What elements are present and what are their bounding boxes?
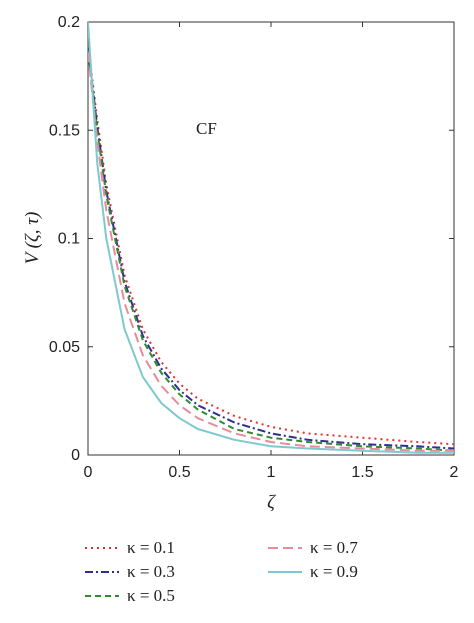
legend-label-4: κ = 0.7 [310,538,358,557]
x-axis-title: ζ [267,492,276,513]
x-axis-ticks: 0 0.5 1 1.5 2 [84,22,459,481]
x-tick-label: 1.5 [351,464,373,481]
y-axis-title: V (ζ, τ) [22,212,43,265]
series-line-5 [88,22,454,454]
y-axis-ticks: 0 0.05 0.1 0.15 0.2 [49,14,454,464]
series-line-4 [88,52,454,452]
y-tick-label: 0.2 [58,14,80,31]
y-tick-label: 0 [71,447,80,464]
legend-label-2: κ = 0.3 [127,562,175,581]
annotation-label: CF [196,119,217,138]
x-tick-label: 1 [267,464,276,481]
y-tick-label: 0.05 [49,339,80,356]
series-line-3 [88,49,454,452]
x-tick-label: 0 [84,464,93,481]
x-tick-label: 2 [450,464,459,481]
legend: κ = 0.1 κ = 0.3 κ = 0.5 κ = 0.7 κ = 0.9 [85,538,358,605]
y-tick-label: 0.1 [58,231,80,248]
x-tick-label: 0.5 [168,464,190,481]
y-tick-label: 0.15 [49,122,80,139]
legend-label-5: κ = 0.9 [310,562,358,581]
series-layer [88,22,454,454]
plot-frame [87,21,455,456]
series-line-2 [88,47,454,450]
legend-label-1: κ = 0.1 [127,538,175,557]
legend-label-3: κ = 0.5 [127,586,175,605]
series-line-1 [88,43,454,446]
